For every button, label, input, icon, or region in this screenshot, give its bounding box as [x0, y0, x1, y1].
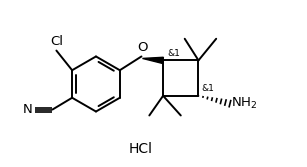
- Text: NH$_2$: NH$_2$: [231, 96, 257, 111]
- Text: O: O: [137, 41, 148, 53]
- Polygon shape: [142, 57, 163, 63]
- Text: Cl: Cl: [50, 35, 63, 48]
- Text: N: N: [23, 103, 33, 116]
- Text: &1: &1: [167, 49, 180, 58]
- Text: &1: &1: [201, 84, 214, 93]
- Text: HCl: HCl: [128, 142, 152, 156]
